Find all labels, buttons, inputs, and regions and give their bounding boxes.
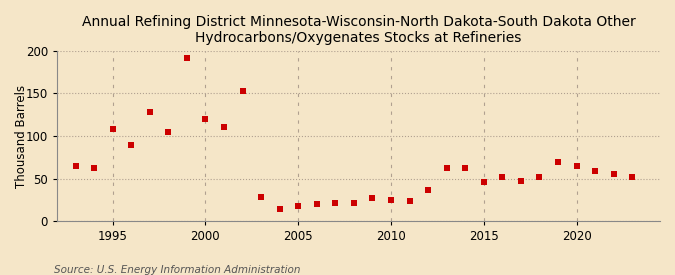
Point xyxy=(385,198,396,202)
Point xyxy=(311,202,322,207)
Point xyxy=(163,130,173,134)
Point xyxy=(460,166,470,171)
Point xyxy=(144,110,155,114)
Point xyxy=(126,142,136,147)
Point xyxy=(237,89,248,93)
Point xyxy=(348,200,359,205)
Point xyxy=(590,169,601,173)
Text: Source: U.S. Energy Information Administration: Source: U.S. Energy Information Administ… xyxy=(54,265,300,275)
Point xyxy=(88,166,99,171)
Point xyxy=(274,207,285,211)
Point xyxy=(200,117,211,121)
Point xyxy=(293,204,304,208)
Point xyxy=(256,194,267,199)
Point xyxy=(534,175,545,179)
Point xyxy=(627,175,638,179)
Point xyxy=(479,180,489,184)
Point xyxy=(571,164,582,168)
Point xyxy=(404,199,415,203)
Point xyxy=(516,179,526,183)
Point xyxy=(608,172,619,177)
Point xyxy=(553,160,564,164)
Y-axis label: Thousand Barrels: Thousand Barrels xyxy=(15,84,28,188)
Point xyxy=(367,196,378,200)
Point xyxy=(70,164,81,168)
Point xyxy=(497,175,508,179)
Point xyxy=(330,200,341,205)
Point xyxy=(441,166,452,171)
Title: Annual Refining District Minnesota-Wisconsin-North Dakota-South Dakota Other
Hyd: Annual Refining District Minnesota-Wisco… xyxy=(82,15,635,45)
Point xyxy=(182,56,192,60)
Point xyxy=(219,125,230,130)
Point xyxy=(423,188,433,192)
Point xyxy=(107,127,118,131)
